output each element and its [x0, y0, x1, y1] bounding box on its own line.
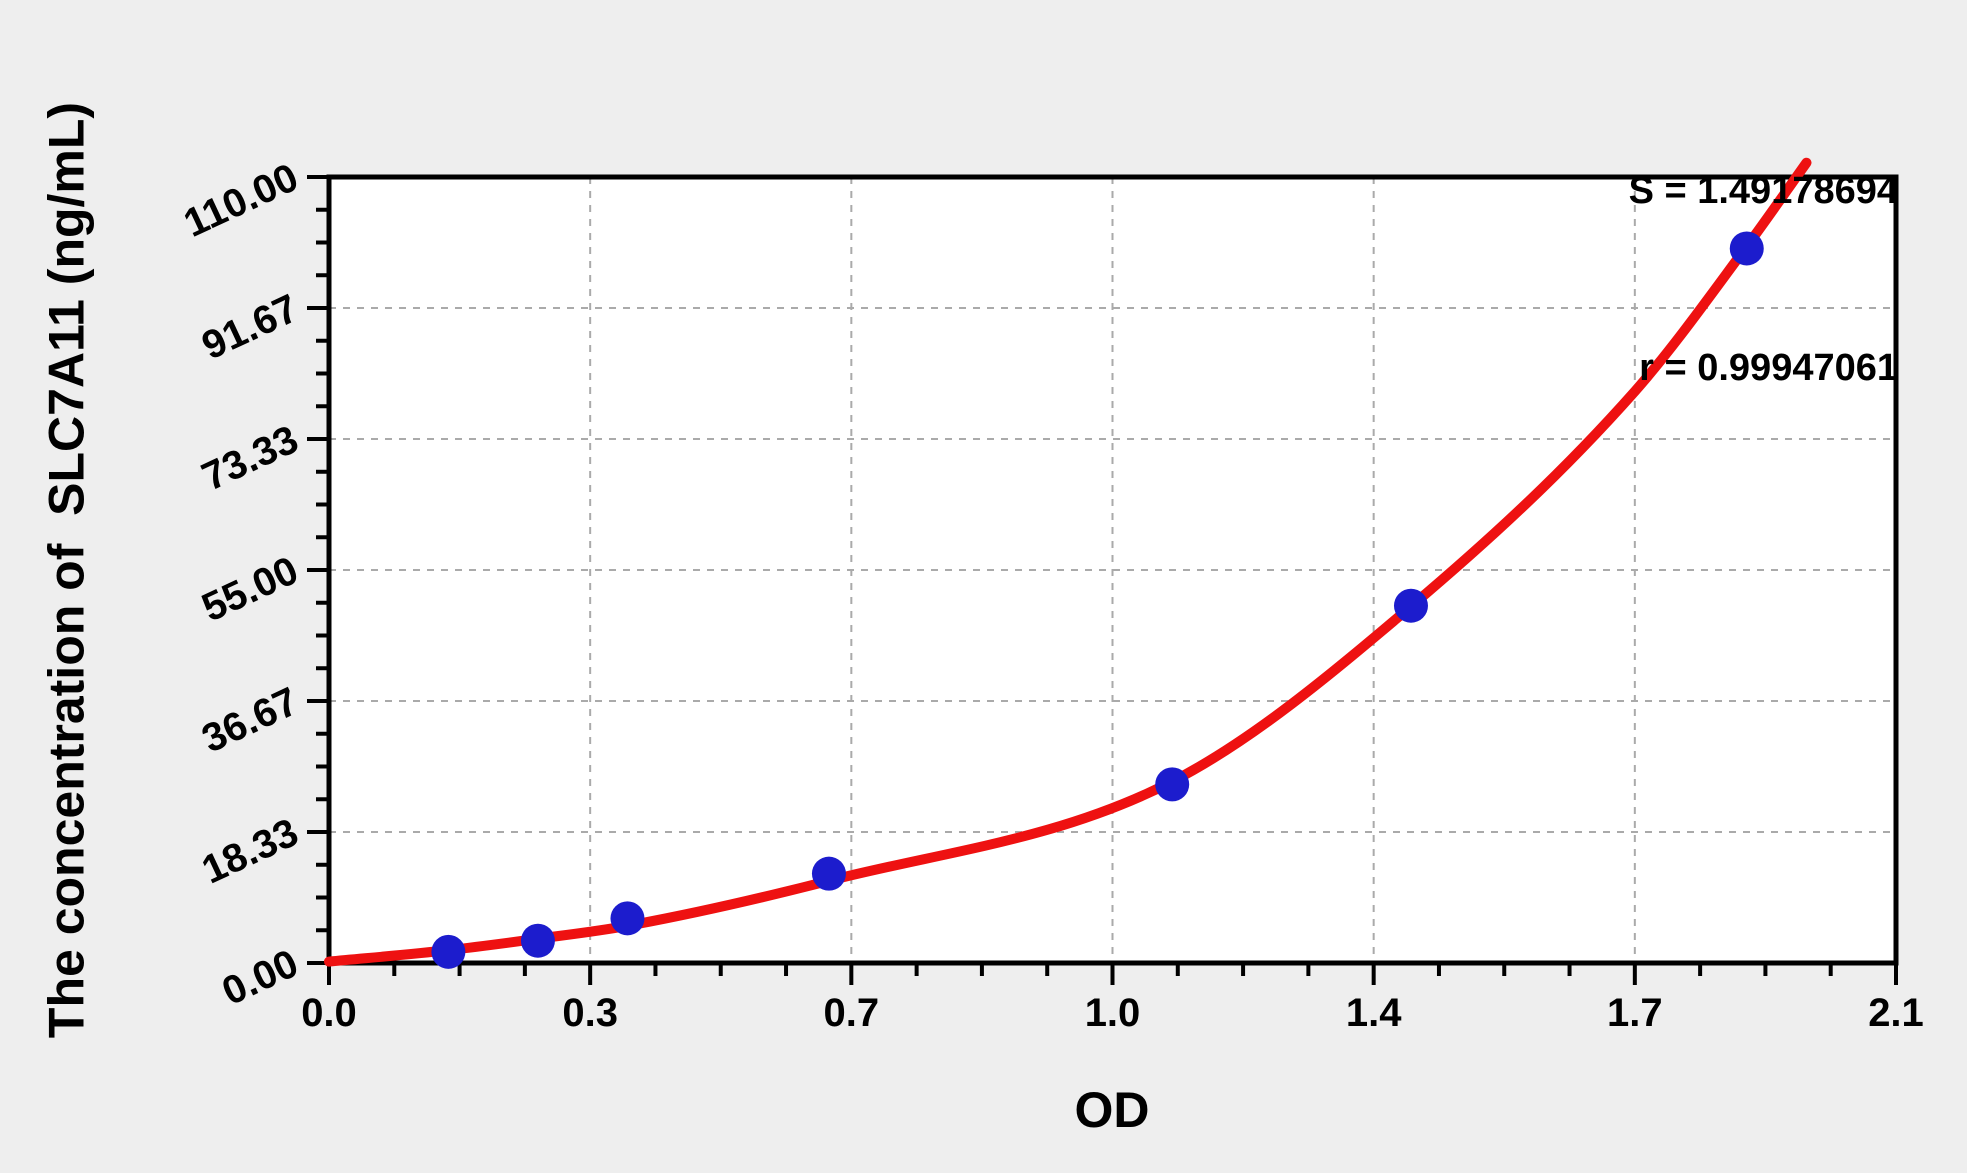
gridlines [329, 177, 1896, 963]
standard-data-point [610, 901, 645, 936]
x-tick-label: 1.4 [1346, 991, 1402, 1035]
x-tick-label: 0.3 [562, 991, 618, 1035]
s-value-annotation: S = 1.49178694 [1628, 170, 1898, 212]
x-tick-label: 2.1 [1868, 991, 1924, 1035]
y-tick-label: 73.33 [195, 417, 304, 499]
plot-frame [326, 174, 1899, 966]
standard-data-point [1729, 231, 1764, 266]
y-tick-label: 18.33 [195, 810, 304, 892]
standard-data-point [520, 923, 555, 958]
y-tick-label: 0.00 [216, 941, 305, 1014]
x-tick-label: 0.0 [301, 991, 357, 1035]
fit-statistics: S = 1.49178694 r = 0.99947061 [1629, 44, 1898, 457]
y-tick-label: 55.00 [195, 548, 304, 630]
standard-data-point [1155, 767, 1190, 802]
x-axis-title: OD [1074, 1082, 1150, 1138]
y-axis-title: The concentration of SLC7A11 (ng/mL) [38, 101, 95, 1039]
r-value-annotation: r = 0.99947061 [1639, 347, 1898, 389]
standard-data-point [431, 934, 466, 969]
y-tick-label: 36.67 [195, 679, 304, 761]
x-tick-label: 1.7 [1607, 991, 1663, 1035]
standard-data-point [1393, 588, 1428, 623]
y-tick-label: 110.00 [177, 155, 304, 246]
x-tick-label: 0.7 [824, 991, 880, 1035]
x-tick-label: 1.0 [1085, 991, 1141, 1035]
standard-data-point [811, 856, 846, 891]
y-tick-label: 91.67 [195, 286, 304, 368]
data-points [431, 231, 1764, 969]
axis-ticks [307, 175, 1898, 985]
